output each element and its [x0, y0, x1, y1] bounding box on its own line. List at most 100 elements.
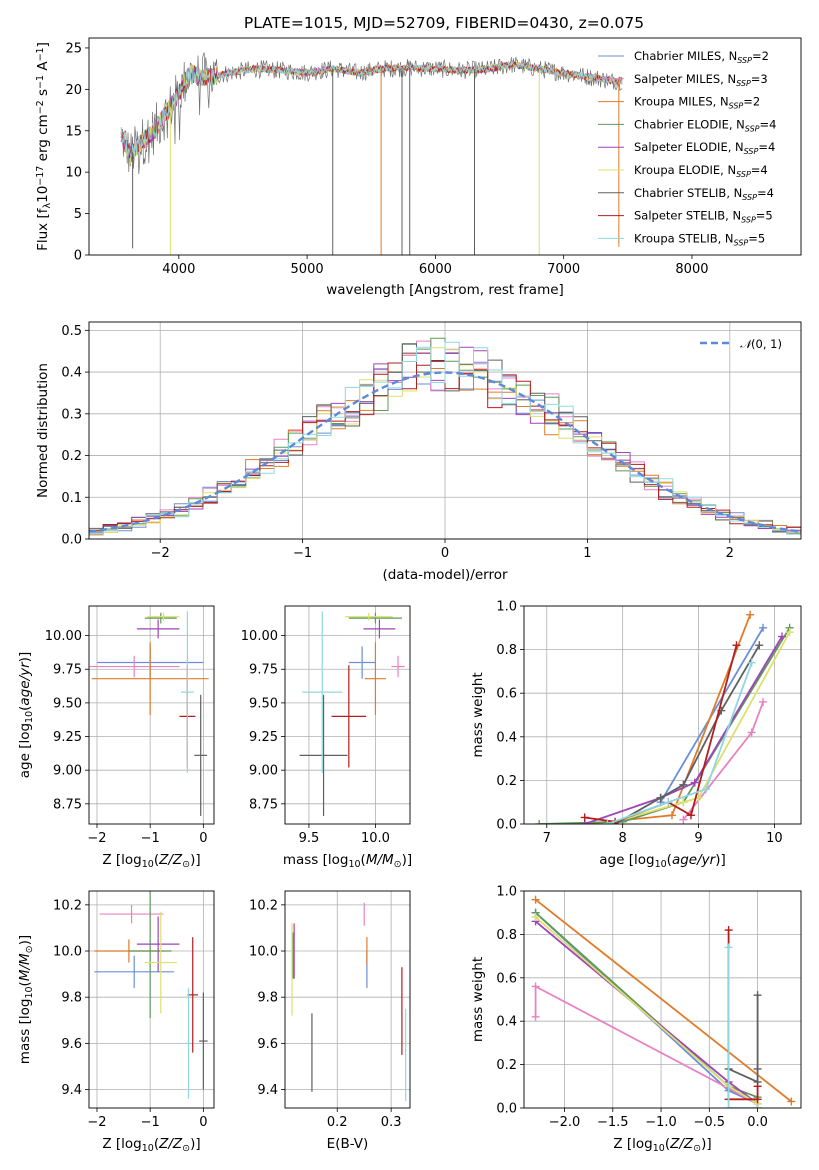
errorbar-point: [348, 646, 376, 679]
y-tick-label: 9.8: [257, 991, 278, 1006]
y-tick-label: 0.2: [61, 449, 82, 464]
y-tick-label: 10: [65, 166, 82, 181]
y-tick-label: 5: [74, 207, 82, 222]
weight_vs_age-panel: 7 8 9 10 0.0 0.2 0.4 0.6 0.8 1.0 age [log10(age/yr…: [470, 600, 802, 870]
weight_vs_age-ylabel: mass weight: [470, 672, 486, 757]
weight_vs_Z-lines: [531, 895, 796, 1108]
weight-marker: [679, 798, 688, 807]
weight-marker: [732, 641, 741, 650]
y-tick-label: 8.75: [249, 797, 278, 812]
x-tick-label: 9: [694, 831, 702, 846]
weight-marker: [753, 991, 762, 1000]
mass_vs_ebv-xlabel: E(B-V): [327, 1136, 369, 1152]
x-tick-label: 0: [199, 831, 207, 846]
weight-marker: [755, 641, 764, 650]
weight-marker: [664, 798, 673, 807]
weight-marker: [531, 913, 540, 922]
legend-label: Kroupa ELODIE, NSSP=4: [634, 163, 768, 179]
errorbar-point: [344, 612, 393, 621]
y-tick-label: 9.6: [61, 1037, 82, 1052]
weight-marker: [580, 813, 589, 822]
y-tick-label: 9.4: [61, 1083, 82, 1098]
residual-histograms: [89, 337, 801, 538]
legend-label: Chabrier ELODIE, NSSP=4: [634, 117, 776, 133]
weight-marker: [531, 895, 540, 904]
axes-frame: [284, 605, 411, 825]
legend-label: Kroupa MILES, NSSP=2: [634, 95, 760, 111]
x-tick-label: 8: [619, 831, 627, 846]
y-tick-label: 9.25: [53, 730, 82, 745]
x-tick-label: 8000: [675, 262, 708, 277]
weight-marker: [531, 1012, 540, 1021]
y-tick-label: 10.0: [53, 945, 82, 960]
x-tick-label: 9.5: [299, 831, 320, 846]
errorbar-point: [144, 612, 177, 624]
y-tick-label: 0.0: [496, 1102, 517, 1117]
mass_vs_Z-panel: −2 −1 0 9.4 9.6 9.8 10.0 10.2 Z [log10(Z/Z⊙)] mas…: [17, 890, 215, 1154]
axes-frame: [284, 890, 411, 1109]
x-tick-label: −2: [87, 1115, 106, 1130]
weight-marker: [778, 632, 787, 641]
age_vs_mass-points: [299, 611, 405, 816]
weight-marker: [690, 778, 699, 787]
age_vs_Z-xlabel: Z [log10(Z/Z⊙)]: [102, 852, 200, 870]
axes-frame: [523, 890, 802, 1109]
weight-line: [728, 995, 759, 1084]
y-tick-label: 9.50: [53, 696, 82, 711]
weight-marker: [603, 820, 612, 824]
weight-marker: [679, 780, 688, 789]
y-tick-label: 0.5: [61, 324, 82, 339]
spectrum-line: [120, 60, 623, 159]
errorbar-point: [144, 911, 177, 1014]
weight-marker: [531, 982, 540, 991]
x-tick-label: 1: [583, 546, 591, 561]
age_vs_mass-xlabel: mass [log10(M/M⊙)]: [283, 852, 412, 870]
weight-marker: [724, 943, 733, 952]
y-tick-label: 10.2: [53, 898, 82, 913]
y-tick-label: 0.4: [496, 1015, 517, 1030]
y-tick-label: 9.00: [249, 764, 278, 779]
x-tick-label: −1: [141, 831, 160, 846]
y-tick-label: 0.6: [496, 971, 517, 986]
legend-label: Chabrier MILES, NSSP=2: [634, 49, 769, 65]
mass_vs_Z-ylabel: mass [log10(M/M⊙)]: [17, 935, 35, 1064]
legend-label: Chabrier STELIB, NSSP=4: [634, 186, 774, 202]
y-tick-label: 9.25: [249, 730, 278, 745]
x-tick-label: −1.5: [597, 1115, 629, 1130]
x-tick-label: 7000: [547, 262, 580, 277]
x-tick-label: 0.3: [381, 1115, 402, 1130]
weight-marker: [753, 1104, 762, 1108]
weight-marker: [753, 1095, 762, 1104]
normal-curve: [89, 371, 801, 533]
axes-frame: [88, 37, 802, 256]
weight-line: [584, 636, 783, 824]
weight-marker: [753, 1064, 762, 1073]
weight_vs_Z-ylabel: mass weight: [470, 957, 486, 1042]
legend-label: Salpeter MILES, NSSP=3: [634, 72, 768, 88]
y-tick-label: 0.8: [496, 928, 517, 943]
x-tick-label: −0.5: [694, 1115, 726, 1130]
errorbar-point: [187, 937, 199, 1053]
age_vs_mass-panel: 9.5 10.0 8.75 9.00 9.25 9.50 9.75 10.00 mass [lo…: [241, 605, 412, 870]
y-tick-label: 9.4: [257, 1083, 278, 1098]
x-tick-label: −1.0: [645, 1115, 677, 1130]
residuals-panel: −2 −1 0 1 2 0.0 0.1 0.2 0.3 0.4 0.5 𝒩(0, 1) (data-mo…: [35, 321, 802, 583]
y-tick-label: 1.0: [496, 885, 517, 900]
errorbar-point: [331, 665, 367, 768]
residuals-ylabel: Normed distribution: [35, 363, 51, 498]
y-tick-label: 10.2: [249, 898, 278, 913]
age_vs_Z-panel: −2 −1 0 8.75 9.00 9.25 9.50 9.75 10.00 Z [log10(Z…: [17, 605, 215, 870]
weight-marker: [785, 628, 794, 637]
weight-marker: [724, 1104, 733, 1108]
errorbar-point: [91, 642, 209, 715]
y-tick-label: 0.8: [496, 643, 517, 658]
weight-marker: [535, 820, 544, 824]
spectrum-ylabel: Flux [fλ10−17 erg cm−2 s−1 A−1]: [35, 42, 53, 251]
weight-marker: [656, 793, 665, 802]
y-tick-label: 9.75: [249, 663, 278, 678]
y-tick-label: 9.50: [249, 696, 278, 711]
weight_vs_Z-panel: −2.0 −1.5 −1.0 −0.5 0.0 0.0 0.2 0.4 0.6 0.8 1.0 Z […: [470, 885, 802, 1154]
y-tick-label: 10.0: [249, 945, 278, 960]
y-tick-label: 15: [65, 124, 82, 139]
x-tick-label: 2: [726, 546, 734, 561]
